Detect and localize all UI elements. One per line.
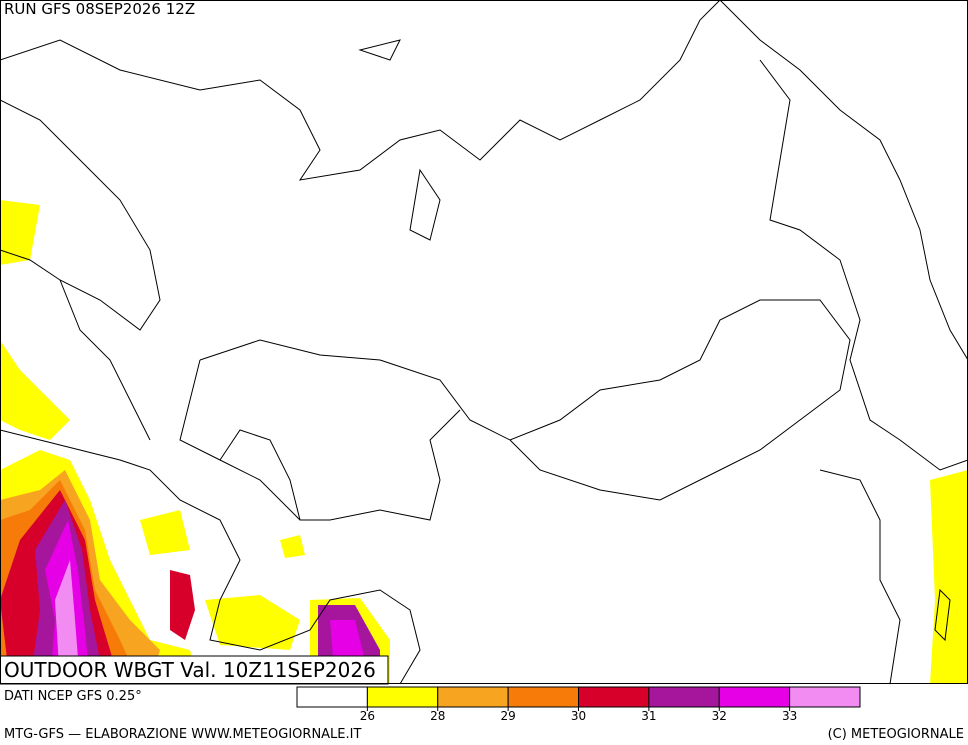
colorbar-bin: [648, 686, 720, 708]
colorbar-bin: [718, 686, 791, 708]
colorbar-label: 28: [430, 709, 445, 723]
title-box: [0, 655, 389, 685]
colorbar-bin: [366, 686, 439, 708]
heat-areas: [0, 200, 968, 684]
footer-left: MTG-GFS — ELABORAZIONE WWW.METEOGIORNALE…: [4, 727, 361, 742]
map-background: [0, 0, 968, 684]
colorbar-bin: [437, 686, 509, 708]
colorbar-bin: [789, 686, 861, 708]
run-label: RUN GFS 08SEP2026 12Z: [4, 0, 195, 18]
colorbar-label: 29: [500, 709, 515, 723]
map: RUN GFS 08SEP2026 12Z OUTDOOR WBGT Val. …: [0, 0, 968, 685]
borders: [0, 0, 968, 685]
colorbar-bin: [578, 686, 650, 708]
footer-right: (C) METEOGIORNALE: [828, 727, 964, 742]
colorbar-label: 31: [641, 709, 656, 723]
colorbar-label: 26: [360, 709, 375, 723]
map-title: OUTDOOR WBGT Val. 10Z11SEP2026: [4, 658, 376, 682]
colorbar-label: 30: [571, 709, 586, 723]
colorbar-label: 33: [782, 709, 797, 723]
colorbar-bin: [507, 686, 579, 708]
colorbar: 26 28 29 30 31 32 33: [296, 686, 861, 723]
source-label: DATI NCEP GFS 0.25°: [4, 689, 142, 704]
colorbar-bin: [296, 686, 368, 708]
colorbar-label: 32: [712, 709, 727, 723]
